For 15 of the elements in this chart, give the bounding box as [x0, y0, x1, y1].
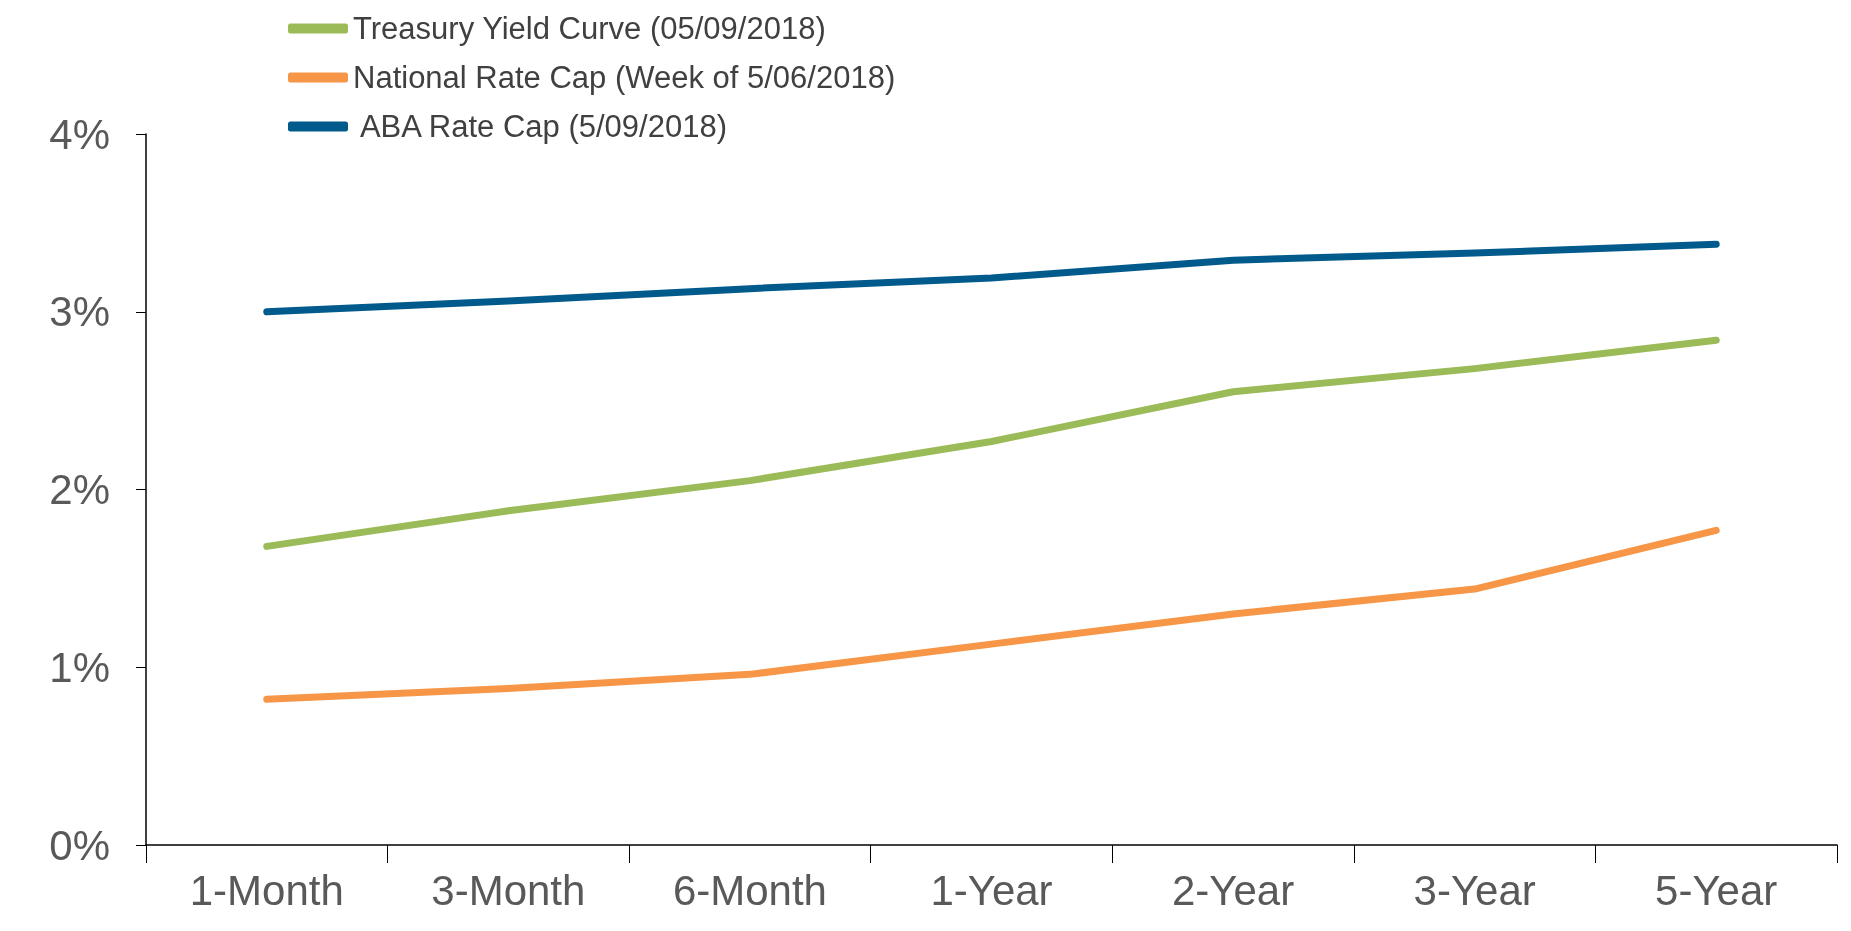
x-tick-label: 1-Year: [930, 866, 1053, 914]
y-tick-label: 2%: [49, 466, 110, 513]
x-tick-label: 5-Year: [1655, 866, 1778, 914]
x-tick-label: 3-Month: [431, 866, 586, 914]
y-tick-label: 0%: [49, 821, 110, 869]
legend-label: ABA Rate Cap (5/09/2018): [353, 109, 727, 144]
x-tick-label: 2-Year: [1171, 866, 1295, 914]
y-tick-label: 4%: [49, 110, 110, 158]
y-tick-label: 3%: [49, 288, 110, 336]
x-tick-label: 6-Month: [672, 866, 827, 914]
x-tick-label: 1-Month: [189, 866, 344, 914]
legend-label: Treasury Yield Curve (05/09/2018): [353, 11, 826, 46]
y-tick-label: 1%: [49, 643, 110, 691]
x-tick-label: 3-Year: [1413, 866, 1536, 914]
legend-label: National Rate Cap (Week of 5/06/2018): [353, 60, 896, 95]
